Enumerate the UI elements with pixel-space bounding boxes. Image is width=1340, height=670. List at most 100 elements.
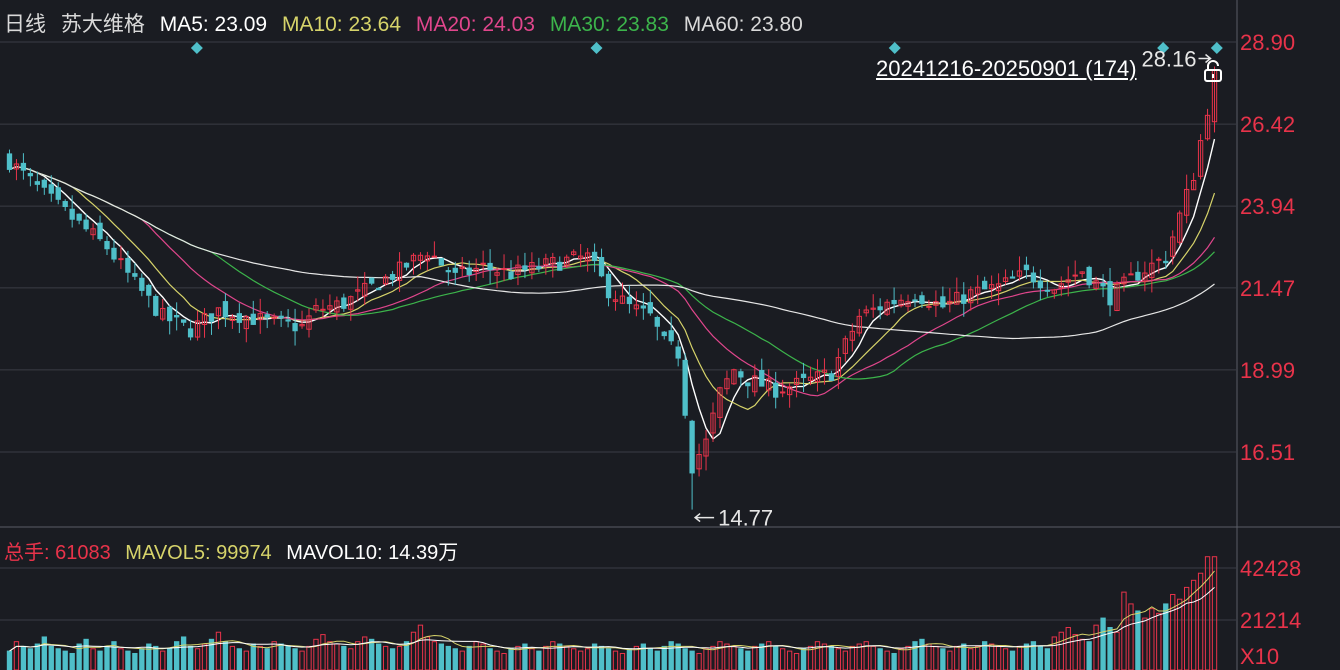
candle-body — [1135, 271, 1141, 281]
volume-bar — [508, 648, 514, 670]
volume-bar — [222, 641, 229, 670]
candle-body — [724, 378, 730, 390]
candle-body — [229, 316, 236, 322]
volume-bar — [69, 652, 75, 670]
candle-body — [264, 314, 270, 318]
candle-body — [466, 267, 472, 275]
volume-bar — [654, 650, 660, 670]
volume-bar — [961, 643, 967, 670]
candle-body — [1163, 260, 1169, 264]
candle-body — [605, 273, 612, 299]
volume-bar — [605, 648, 612, 670]
ma20-label: MA20: 24.03 — [415, 13, 535, 36]
candle-body — [557, 261, 563, 271]
candle-body — [515, 264, 521, 276]
event-diamond-icon[interactable] — [888, 42, 901, 54]
candle-body — [926, 305, 932, 308]
ma5-line — [9, 138, 1216, 441]
volume-bar — [835, 648, 842, 670]
candle-body — [501, 268, 507, 271]
volume-bar — [382, 645, 389, 670]
candle-body — [598, 257, 605, 277]
date-range-label[interactable]: 20241216-20250901 (174) — [876, 56, 1137, 81]
volume-bar — [633, 645, 640, 670]
candle-body — [800, 373, 807, 379]
candle-body — [69, 208, 75, 220]
candle-body — [215, 307, 222, 317]
volume-bar — [1107, 627, 1113, 670]
volume-bar — [34, 643, 41, 670]
price-tick-label: 23.94 — [1240, 194, 1295, 219]
candle-body — [954, 291, 960, 305]
candle-body — [870, 307, 876, 310]
price-tick-label: 21.47 — [1240, 276, 1295, 301]
candle-body — [153, 295, 159, 316]
candle-body — [48, 184, 54, 194]
candle-body — [821, 369, 828, 373]
candle-body — [139, 277, 145, 291]
volume-bar — [1051, 636, 1057, 670]
ma60-label: MA60: 23.80 — [683, 13, 803, 36]
volume-header: 总手: 61083 MAVOL5: 99974 MAVOL10: 14.39万 — [4, 536, 458, 565]
candle-body — [536, 266, 542, 270]
volume-bar — [689, 650, 695, 670]
event-diamond-icon[interactable] — [590, 42, 603, 54]
candle-body — [83, 219, 89, 230]
candle-body — [661, 331, 667, 337]
volume-bar — [41, 636, 47, 670]
candlestick-series — [6, 66, 1218, 510]
candle-body — [849, 330, 855, 341]
candle-body — [132, 273, 138, 277]
volume-bar — [285, 645, 291, 670]
price-tick-label: 16.51 — [1240, 440, 1295, 465]
volume-bar — [83, 638, 89, 670]
candle-body — [759, 369, 765, 387]
candle-body — [1093, 280, 1099, 289]
volume-bar — [828, 645, 835, 670]
event-markers[interactable] — [190, 42, 1223, 54]
volume-bar — [584, 648, 591, 670]
candle-body — [173, 315, 180, 318]
volume-bar — [362, 636, 368, 670]
event-diamond-icon[interactable] — [190, 42, 203, 54]
candle-body — [1051, 289, 1057, 294]
candle-body — [389, 274, 396, 280]
volume-bar — [1177, 598, 1183, 670]
event-diamond-icon[interactable] — [1157, 42, 1170, 54]
volume-bar — [682, 648, 688, 670]
candle-body — [1058, 283, 1064, 289]
volume-bar — [779, 648, 786, 670]
candle-body — [891, 299, 897, 305]
candle-body — [55, 187, 61, 200]
candle-body — [222, 301, 229, 318]
volume-bar — [438, 643, 445, 670]
unlock-icon[interactable] — [1202, 60, 1224, 82]
candle-body — [752, 375, 758, 393]
candle-body — [961, 294, 967, 304]
volume-bar — [626, 648, 633, 670]
candle-body — [20, 162, 27, 171]
candle-body — [362, 282, 368, 297]
mavol5-label: MAVOL5: 99974 — [125, 542, 272, 564]
candle-body — [863, 309, 869, 314]
candle-body — [1037, 280, 1044, 289]
volume-bar — [773, 645, 779, 670]
candle-body — [320, 308, 326, 311]
candle-body — [1023, 264, 1030, 271]
volume-bar — [27, 648, 34, 670]
candle-body — [696, 454, 702, 470]
candle-body — [877, 306, 883, 311]
volume-bar — [1142, 617, 1148, 670]
candle-body — [1002, 277, 1009, 282]
event-diamond-icon[interactable] — [1210, 42, 1223, 54]
candle-body — [167, 306, 173, 322]
candle-body — [633, 304, 640, 310]
candle-body — [1142, 272, 1148, 282]
candle-body — [194, 320, 201, 338]
period-label[interactable]: 日线 — [4, 13, 46, 36]
volume-bar — [710, 645, 716, 670]
volume-bar — [1009, 650, 1016, 670]
volume-bar — [891, 652, 897, 670]
candle-body — [76, 213, 82, 221]
